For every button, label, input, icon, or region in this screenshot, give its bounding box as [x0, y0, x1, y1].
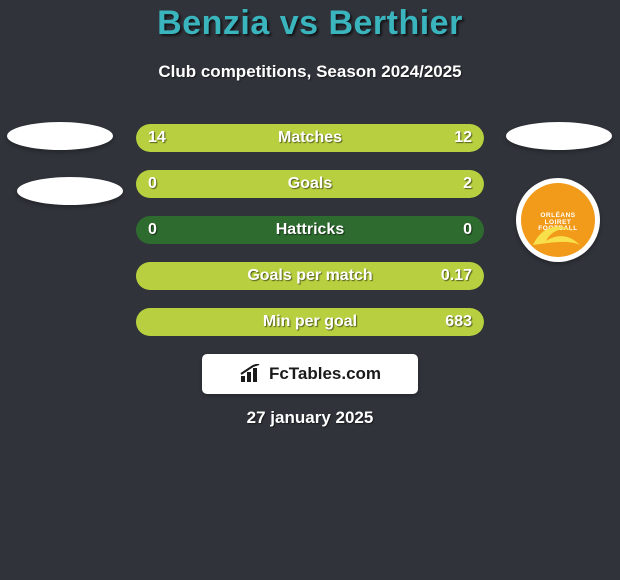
stat-row: Matches14 12: [136, 124, 484, 152]
stat-row: Goals per match0.17: [136, 262, 484, 290]
stat-value-right: 0.17: [441, 262, 472, 290]
stat-label: Min per goal: [136, 308, 484, 336]
snapshot-date: 27 january 2025: [0, 408, 620, 428]
player1-club-placeholder: [17, 177, 123, 205]
page-subtitle: Club competitions, Season 2024/2025: [0, 62, 620, 82]
stat-label: Hattricks: [136, 216, 484, 244]
source-badge[interactable]: FcTables.com: [202, 354, 418, 394]
comparison-card: Benzia vs Berthier Club competitions, Se…: [0, 0, 620, 580]
stat-label: Goals per match: [136, 262, 484, 290]
club-crest: ORLÉANS LOIRET FOOTBALL: [521, 183, 595, 257]
stat-label: Goals: [136, 170, 484, 198]
stat-label: Matches: [136, 124, 484, 152]
stat-row: Min per goal683: [136, 308, 484, 336]
player2-badge-placeholder: [506, 122, 612, 150]
stat-value-left: 0: [148, 216, 157, 244]
stat-value-right: 683: [445, 308, 472, 336]
stat-row: Hattricks0 0: [136, 216, 484, 244]
stat-value-left: 14: [148, 124, 166, 152]
club-crest-swirl-icon: [528, 213, 588, 253]
stat-value-left: 0: [148, 170, 157, 198]
comparison-bars: Matches1412Goals02Hattricks00Goals per m…: [136, 124, 484, 354]
stat-row: Goals0 2: [136, 170, 484, 198]
stat-value-right: 0: [463, 216, 472, 244]
page-title: Benzia vs Berthier: [0, 4, 620, 43]
player1-badge-placeholder: [7, 122, 113, 150]
stat-value-right: 12: [454, 124, 472, 152]
source-text: FcTables.com: [269, 364, 381, 384]
bar-chart-icon: [239, 364, 265, 384]
stat-value-right: 2: [463, 170, 472, 198]
player2-club-badge: ORLÉANS LOIRET FOOTBALL: [516, 178, 600, 262]
